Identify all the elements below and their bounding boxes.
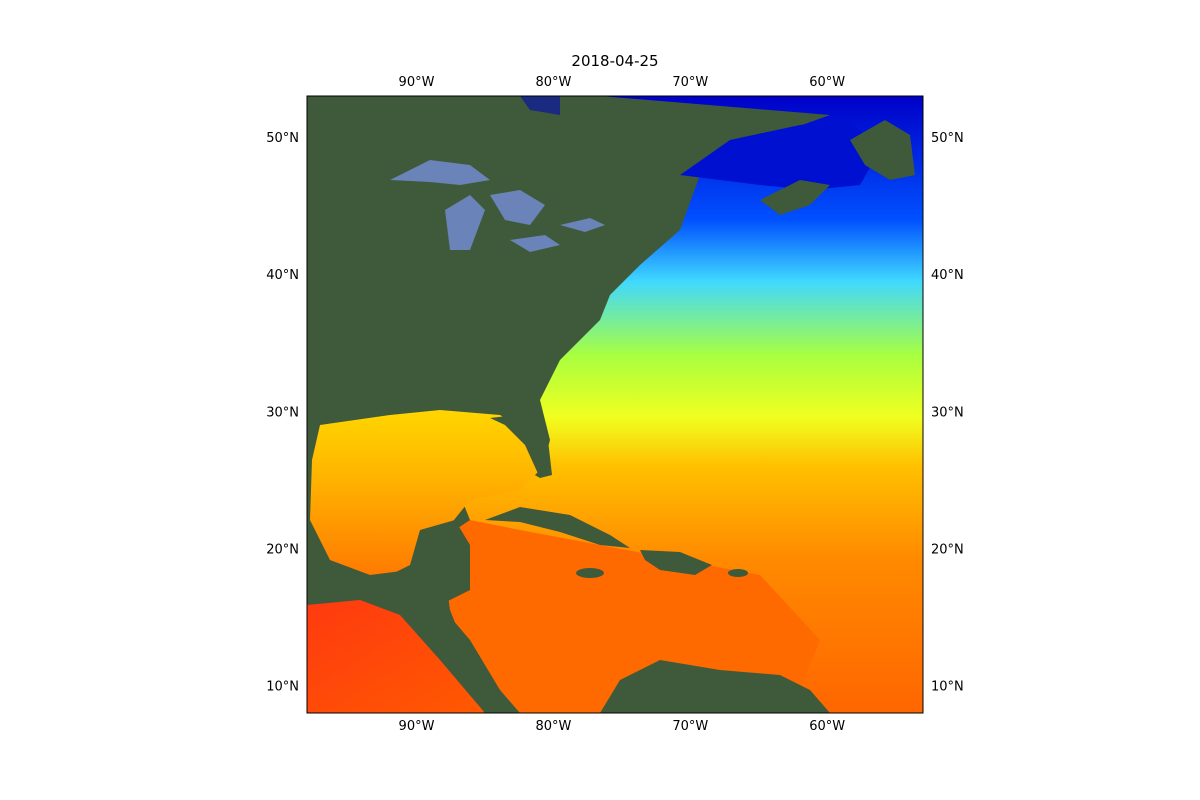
great-lakes [390, 160, 605, 252]
lon-tick-label-bottom: 90°W [399, 719, 435, 734]
lat-tick-label-left: 10°N [266, 680, 299, 695]
lat-tick-label-right: 40°N [931, 268, 964, 283]
lon-tick-label-top: 90°W [399, 75, 435, 90]
gulf-of-mexico-sst [310, 410, 540, 575]
lat-tick-label-right: 30°N [931, 405, 964, 420]
lat-tick-label-left: 50°N [266, 131, 299, 146]
caribbean-sst [440, 520, 820, 713]
newfoundland-land [850, 120, 915, 180]
lon-tick-label-bottom: 80°W [535, 719, 571, 734]
puerto-rico-land [728, 569, 748, 577]
map-area [307, 96, 923, 713]
lon-tick-label-top: 70°W [672, 75, 708, 90]
gulf-st-lawrence-sst [680, 120, 880, 190]
jamaica-land [576, 568, 604, 578]
cuba-land [485, 507, 630, 548]
lat-tick-label-left: 40°N [266, 268, 299, 283]
lat-tick-label-right: 10°N [931, 680, 964, 695]
hudson-water [520, 96, 560, 115]
lon-tick-label-top: 60°W [809, 75, 845, 90]
map-frame [306, 95, 924, 714]
florida-land [490, 412, 552, 478]
south-america-land [600, 660, 830, 713]
lon-tick-label-top: 80°W [535, 75, 571, 90]
nova-scotia-land [760, 180, 830, 215]
lat-tick-label-right: 20°N [931, 542, 964, 557]
axis-ticks: 90°W 90°W 80°W 80°W 70°W 70°W 60°W 60°W 50°N 50°N… [266, 75, 964, 734]
lon-tick-label-bottom: 70°W [672, 719, 708, 734]
lat-tick-label-left: 20°N [266, 542, 299, 557]
map-title: 2018-04-25 [571, 52, 659, 70]
lat-tick-label-right: 50°N [931, 131, 964, 146]
lat-tick-label-left: 30°N [266, 405, 299, 420]
pacific-sst [307, 600, 495, 713]
lon-tick-label-bottom: 60°W [809, 719, 845, 734]
central-america-land [370, 520, 520, 713]
hispaniola-land [640, 550, 712, 575]
